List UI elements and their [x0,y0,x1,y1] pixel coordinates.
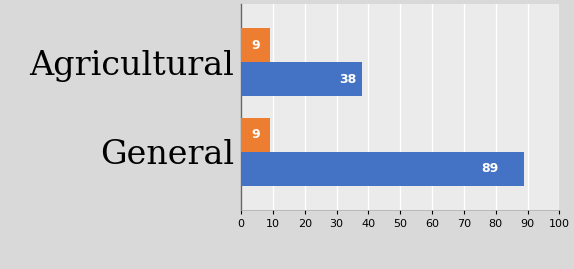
Text: 9: 9 [251,128,259,141]
Bar [241,118,270,152]
Text: 38: 38 [339,73,356,86]
Bar [241,28,270,62]
Text: 9: 9 [251,39,259,52]
Text: 89: 89 [482,162,499,175]
Bar [241,62,362,96]
Bar [241,152,524,186]
